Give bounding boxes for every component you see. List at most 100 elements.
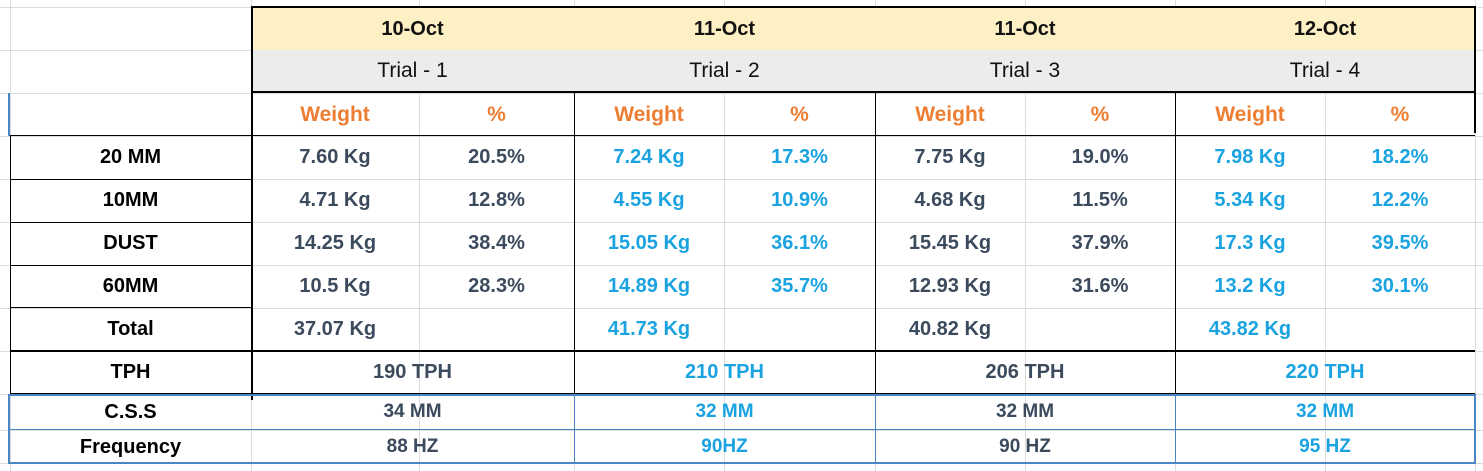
gridline (0, 179, 1483, 180)
percent-cell: 18.2% (1371, 146, 1429, 168)
percent-cell: 12.8% (468, 189, 525, 211)
percent-header: % (1390, 102, 1410, 126)
css-cell: 32 MM (995, 401, 1055, 422)
row-label: TPH (110, 361, 151, 383)
gridline (0, 136, 1483, 137)
gridline (724, 0, 725, 471)
table-border (1175, 93, 1176, 394)
percent-cell: 11.5% (1072, 189, 1128, 211)
weight-cell: 14.89 Kg (607, 275, 691, 297)
percent-cell: 30.1% (1371, 275, 1429, 297)
trial-name: Trial - 4 (1175, 50, 1475, 92)
trial-name: Trial - 2 (574, 50, 875, 92)
weight-header: Weight (915, 102, 985, 126)
total-cell: 37.07 Kg (293, 318, 377, 340)
table-border-blue (875, 394, 876, 464)
weight-cell: 7.24 Kg (613, 146, 685, 168)
trial-date: 12-Oct (1175, 8, 1475, 50)
table-border (10, 307, 251, 308)
gridline (0, 308, 1483, 309)
table-border (251, 6, 1475, 8)
tph-cell: 220 TPH (1285, 361, 1365, 383)
frequency-cell: 90 HZ (999, 435, 1051, 457)
table-border (10, 135, 11, 393)
percent-cell: 37.9% (1071, 232, 1129, 254)
percent-cell: 28.3% (468, 275, 525, 297)
total-cell: 41.73 Kg (607, 318, 691, 340)
trial-date: 11-Oct (574, 8, 875, 50)
table-border-blue (10, 429, 1475, 430)
row-label: 60MM (102, 275, 159, 297)
percent-cell: 19.0% (1071, 146, 1129, 168)
weight-cell: 7.60 Kg (299, 146, 371, 168)
tph-cell: 190 TPH (373, 361, 452, 383)
row-label: C.S.S (104, 400, 157, 423)
table-border (574, 93, 575, 394)
trial-name: Trial - 1 (251, 50, 574, 92)
percent-cell: 17.3% (771, 146, 828, 168)
weight-cell: 15.45 Kg (908, 232, 992, 254)
table-border-blue (10, 394, 1475, 396)
table-border-blue (1474, 394, 1476, 464)
gridline (0, 222, 1483, 223)
table-border (10, 135, 1475, 136)
percent-header: % (487, 102, 506, 126)
table-border-blue (10, 462, 1475, 464)
weight-cell: 10.5 Kg (299, 275, 371, 297)
percent-cell: 35.7% (771, 275, 828, 297)
weight-cell: 13.2 Kg (1214, 275, 1286, 297)
percent-header: % (1090, 102, 1110, 126)
tph-cell: 210 TPH (685, 361, 764, 383)
weight-header: Weight (1215, 102, 1285, 126)
row-label: DUST (103, 232, 158, 254)
row-label: Total (107, 318, 154, 340)
total-cell: 40.82 Kg (908, 318, 992, 340)
table-border (251, 91, 1475, 93)
table-border (1474, 6, 1476, 133)
table-border (10, 393, 1475, 394)
tph-cell: 206 TPH (985, 361, 1065, 383)
table-border (875, 93, 876, 394)
percent-header: % (790, 102, 809, 126)
percent-cell: 38.4% (468, 232, 525, 254)
weight-cell: 5.34 Kg (1214, 189, 1286, 211)
css-cell: 34 MM (383, 401, 442, 422)
percent-cell: 36.1% (771, 232, 828, 254)
table-border-blue (8, 394, 10, 464)
percent-cell: 10.9% (771, 189, 828, 211)
gridline (0, 93, 1483, 94)
table-border (10, 222, 251, 223)
weight-header: Weight (300, 102, 370, 126)
trial-date: 11-Oct (875, 8, 1175, 50)
css-cell: 32 MM (695, 401, 754, 422)
weight-cell: 4.68 Kg (914, 189, 986, 211)
gridline (0, 265, 1483, 266)
frequency-cell: 95 HZ (1299, 435, 1351, 457)
gridline (1475, 0, 1476, 471)
gridline (419, 0, 420, 471)
weight-cell: 17.3 Kg (1214, 232, 1286, 254)
frequency-cell: 90HZ (701, 435, 748, 457)
weight-cell: 14.25 Kg (293, 232, 377, 254)
trial-name: Trial - 3 (875, 50, 1175, 92)
percent-cell: 12.2% (1371, 189, 1429, 211)
table-border (10, 179, 251, 180)
weight-cell: 4.55 Kg (613, 189, 685, 211)
table-border-blue (574, 394, 575, 464)
weight-cell: 15.05 Kg (607, 232, 691, 254)
table-border (10, 350, 1475, 352)
gridline (1025, 0, 1026, 471)
trial-date: 10-Oct (251, 8, 574, 50)
gridline (1325, 0, 1326, 471)
table-border (10, 265, 251, 266)
weight-cell: 4.71 Kg (299, 189, 371, 211)
table-border-blue (1175, 394, 1176, 464)
total-cell: 43.82 Kg (1208, 318, 1292, 340)
percent-cell: 39.5% (1371, 232, 1429, 254)
table-border-blue (8, 93, 10, 136)
weight-cell: 12.93 Kg (908, 275, 992, 297)
weight-cell: 7.75 Kg (914, 146, 986, 168)
css-cell: 32 MM (1295, 401, 1355, 422)
percent-cell: 20.5% (468, 146, 525, 168)
weight-header: Weight (614, 102, 684, 126)
